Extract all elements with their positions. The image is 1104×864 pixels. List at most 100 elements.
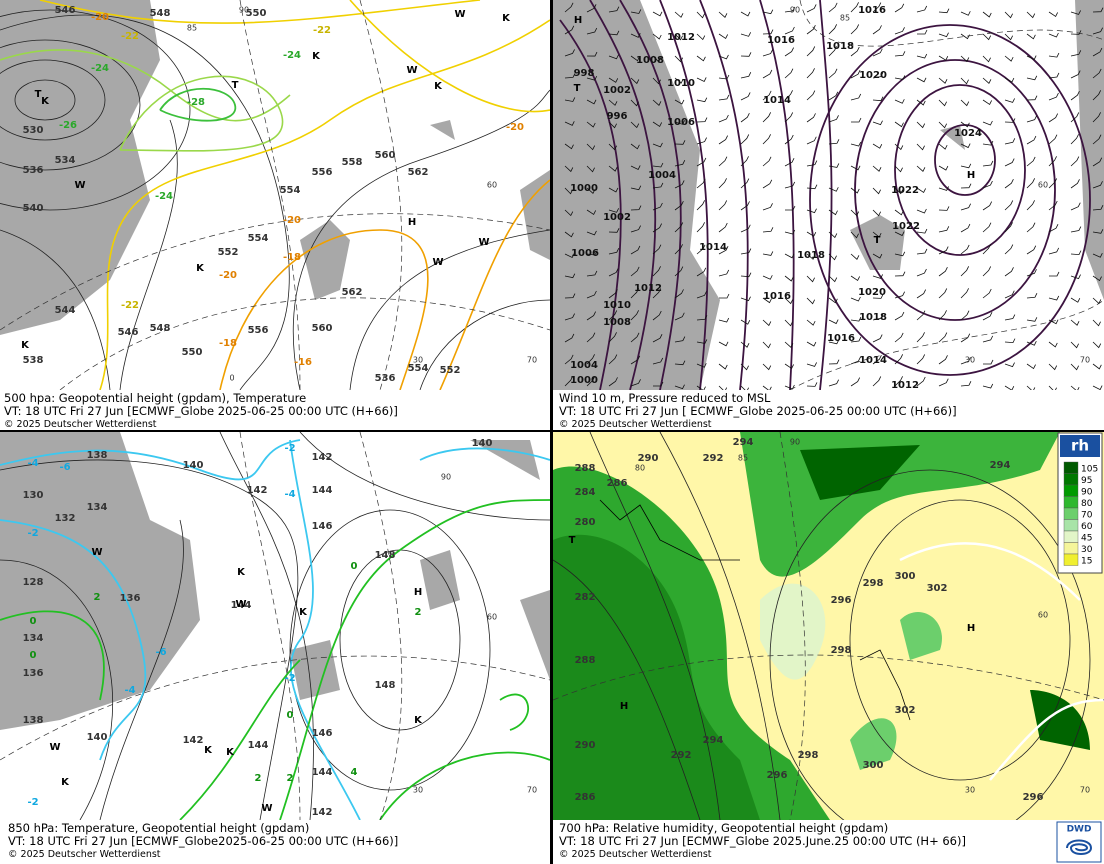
wind-barb bbox=[1070, 134, 1079, 145]
wind-barb bbox=[982, 288, 992, 299]
wind-barb bbox=[1048, 134, 1058, 145]
wind-barb bbox=[740, 224, 751, 233]
contour-label: 1010 bbox=[667, 78, 695, 89]
wind-barb bbox=[894, 3, 905, 13]
wind-barb bbox=[652, 357, 664, 365]
caption-line: 700 hPa: Relative humidity, Geopotential… bbox=[559, 821, 888, 835]
wind-barb bbox=[674, 360, 686, 366]
wind-barb bbox=[1070, 70, 1081, 79]
contour-label: 1012 bbox=[891, 380, 919, 391]
contour-label: 1002 bbox=[603, 212, 631, 223]
contour-label: 556 bbox=[248, 325, 269, 336]
wind-barb bbox=[960, 33, 970, 40]
wind-barb bbox=[1092, 297, 1102, 305]
contour-label: 1008 bbox=[636, 55, 664, 66]
wind-barb bbox=[806, 208, 817, 214]
contour-label: 284 bbox=[575, 487, 596, 498]
wind-barb bbox=[806, 136, 817, 145]
caption-box bbox=[0, 820, 550, 864]
contour-label: 1022 bbox=[891, 185, 919, 196]
wind-barb bbox=[718, 293, 730, 299]
contour-label: 142 bbox=[183, 735, 204, 746]
wind-barb bbox=[1004, 33, 1014, 41]
contour-label: 146 bbox=[312, 728, 333, 739]
wind-barb bbox=[586, 4, 597, 13]
contour-label: 562 bbox=[342, 287, 363, 298]
legend-tick: 70 bbox=[1081, 511, 1093, 521]
wind-barb bbox=[960, 55, 970, 63]
wind-barb bbox=[960, 11, 971, 16]
wind-barb bbox=[740, 201, 750, 211]
wind-barb bbox=[674, 120, 686, 125]
wind-barb bbox=[630, 33, 641, 38]
pressure-center: W bbox=[49, 742, 60, 753]
wind-barb bbox=[938, 32, 949, 38]
caption-line: © 2025 Deutscher Wetterdienst bbox=[4, 419, 157, 430]
wind-barb bbox=[1092, 363, 1102, 370]
contour-label: 560 bbox=[375, 150, 396, 161]
wind-barb bbox=[696, 55, 706, 62]
wind-barb bbox=[938, 226, 950, 233]
wind-barb bbox=[828, 319, 839, 325]
wind-barb bbox=[564, 333, 575, 343]
contour-label: 546 bbox=[118, 327, 139, 338]
wind-barb bbox=[938, 121, 948, 129]
wind-barb bbox=[1004, 200, 1014, 211]
wind-barb bbox=[1048, 32, 1059, 38]
wind-barb bbox=[652, 142, 663, 148]
wind-barb bbox=[960, 223, 971, 233]
wind-barb bbox=[652, 121, 663, 127]
wind-barb bbox=[982, 201, 993, 211]
wind-barb bbox=[1004, 179, 1014, 189]
pressure-center: W bbox=[406, 65, 417, 76]
pressure-center: W bbox=[478, 237, 489, 248]
contour-label: 1016 bbox=[858, 5, 886, 16]
contour-label: 130 bbox=[23, 490, 44, 501]
wind-barb bbox=[564, 313, 575, 321]
wind-barb bbox=[872, 187, 881, 195]
contour-label: 548 bbox=[150, 323, 171, 334]
temperature-label: -20 bbox=[91, 12, 109, 23]
wind-barb bbox=[960, 381, 972, 387]
wind-barb bbox=[1004, 98, 1015, 103]
pressure-center: H bbox=[967, 170, 975, 181]
contour-label: 1014 bbox=[763, 95, 791, 106]
wind-barb bbox=[630, 143, 640, 150]
wind-barb bbox=[762, 363, 772, 371]
wind-barb bbox=[1092, 341, 1102, 349]
contour-label: 142 bbox=[312, 452, 333, 463]
contour-label: 530 bbox=[23, 125, 44, 136]
wind-barb bbox=[762, 275, 773, 280]
wind-barb bbox=[916, 143, 925, 151]
contour-label: 144 bbox=[312, 485, 333, 496]
wind-barb bbox=[564, 187, 573, 195]
wind-barb bbox=[1026, 317, 1038, 322]
contour-label: 146 bbox=[312, 521, 333, 532]
wind-barb bbox=[762, 90, 772, 101]
wind-barb bbox=[564, 253, 575, 259]
legend-tick: 30 bbox=[1081, 545, 1093, 555]
grid-label: 60 bbox=[1038, 611, 1048, 620]
wind-barb bbox=[850, 24, 860, 35]
contour-label: 134 bbox=[87, 502, 108, 513]
grid-label: 70 bbox=[1080, 786, 1090, 795]
wind-barb bbox=[894, 251, 906, 257]
wind-barb bbox=[916, 77, 927, 83]
contour-label: 1004 bbox=[648, 170, 676, 181]
contour-label: 552 bbox=[218, 247, 239, 258]
wind-barb bbox=[696, 200, 706, 211]
wind-barb bbox=[718, 363, 728, 370]
caption-line: VT: 18 UTC Fri 27 Jun [ECMWF_Globe2025-0… bbox=[8, 834, 398, 848]
wind-barb bbox=[1070, 156, 1080, 167]
wind-barb bbox=[1070, 274, 1081, 280]
contour-label: 1018 bbox=[826, 41, 854, 52]
wind-barb bbox=[608, 99, 618, 106]
wind-barb bbox=[652, 11, 663, 17]
caption-line: Wind 10 m, Pressure reduced to MSL bbox=[559, 391, 771, 405]
wind-barb bbox=[608, 54, 619, 60]
wind-barb bbox=[1048, 295, 1060, 301]
wind-barb bbox=[1070, 112, 1080, 123]
wind-barb bbox=[652, 202, 663, 211]
grid-label: 30 bbox=[413, 786, 423, 795]
pressure-center: K bbox=[226, 747, 235, 758]
